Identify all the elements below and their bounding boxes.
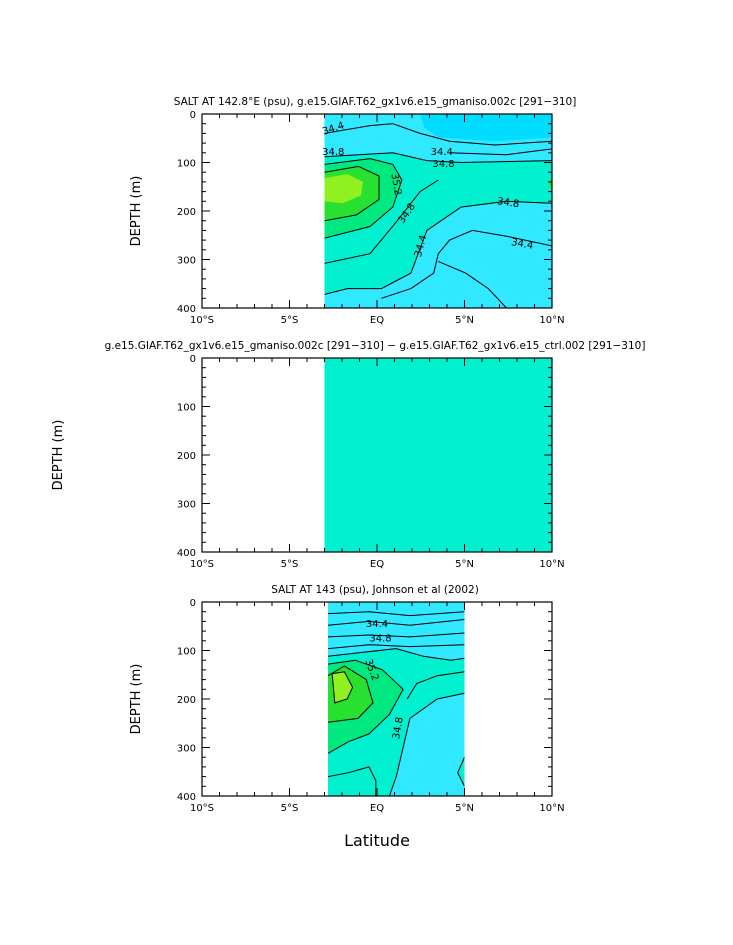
contour-label: 34.8: [322, 147, 344, 158]
panel-title: SALT AT 143 (psu), Johnson et al (2002): [271, 584, 479, 596]
contour-g: [328, 766, 377, 796]
contour-34-2: [438, 260, 507, 308]
contour-34-8-a: [324, 152, 552, 164]
x-tick-label: EQ: [370, 803, 384, 814]
x-tick-label: EQ: [370, 315, 384, 326]
contour-label: 35.2: [388, 172, 403, 196]
x-tick-label: 5°N: [455, 559, 474, 570]
contour-label: 34.8: [496, 196, 520, 210]
y-tick-label: 300: [177, 256, 196, 267]
contour-label: 34.8: [369, 633, 391, 644]
contour-b: [328, 619, 465, 626]
contour-h: [457, 756, 465, 787]
y-tick-label: 100: [177, 159, 196, 170]
x-tick-label: 10°S: [190, 559, 214, 570]
salinity-max-core: [324, 174, 364, 204]
contour-label: 34.8: [432, 159, 454, 170]
y-axis-label: DEPTH (m): [129, 176, 144, 247]
x-tick-label: 10°S: [190, 803, 214, 814]
contour-label: 34.8: [391, 716, 406, 740]
x-tick-label: 10°N: [539, 315, 564, 326]
y-axis-label: DEPTH (m): [51, 420, 66, 491]
y-tick-label: 200: [177, 451, 196, 462]
x-tick-label: 5°S: [281, 803, 299, 814]
salinity-field: [324, 358, 552, 552]
y-tick-label: 100: [177, 647, 196, 658]
contour-35-0: [324, 158, 403, 239]
salinity-field: [324, 114, 552, 308]
y-tick-label: 200: [177, 695, 196, 706]
panel-title: SALT AT 142.8°E (psu), g.e15.GIAF.T62_gx…: [174, 96, 577, 108]
contour-a: [328, 611, 465, 617]
contour-35-2: [324, 165, 380, 222]
y-tick-label: 400: [177, 548, 196, 559]
panel-3: 34.434.835.234.810°S 5°S EQ 5°N 10°N01002003…: [129, 584, 565, 850]
contour-label: 34.4: [431, 147, 453, 158]
contour-34-8-b: [324, 200, 552, 295]
contour-e: [328, 648, 465, 661]
fresh-surface-core: [420, 114, 552, 142]
y-tick-label: 400: [177, 304, 196, 315]
x-axis-label: Latitude: [344, 831, 410, 850]
x-tick-label: EQ: [370, 559, 384, 570]
contour-c: [328, 632, 465, 638]
panel-1: 34.434.434.834.835.234.8 34.834.4 34.410°S…: [129, 96, 576, 326]
y-axis-label: DEPTH (m): [129, 664, 144, 735]
east-edge-patch: [548, 176, 552, 192]
contour-34-4-b: [392, 123, 552, 146]
panel-title: g.e15.GIAF.T62_gx1v6.e15_gmaniso.002c [2…: [105, 340, 646, 352]
salinity-field: [328, 602, 465, 796]
contour-34-6-b: [324, 179, 439, 264]
y-tick-label: 300: [177, 744, 196, 755]
contour-34-6: [449, 148, 552, 156]
difference-field: [324, 358, 552, 552]
contour-34-4-a: [324, 123, 393, 134]
contour-34-4-c: [381, 229, 552, 299]
east-edge-patch: [457, 757, 465, 787]
contour-f: [406, 671, 465, 700]
y-tick-label: 0: [190, 354, 196, 365]
y-tick-label: 400: [177, 792, 196, 803]
y-tick-label: 300: [177, 500, 196, 511]
y-tick-label: 100: [177, 403, 196, 414]
y-tick-label: 200: [177, 207, 196, 218]
x-tick-label: 10°S: [190, 315, 214, 326]
contour-35-2: [328, 665, 374, 723]
contour-label: 34.4: [366, 619, 388, 630]
contour-35-0: [328, 659, 404, 754]
x-tick-label: 5°N: [455, 315, 474, 326]
contour-d: [328, 644, 465, 650]
contour-label: 34.4: [510, 237, 534, 252]
salinity-max-core: [332, 671, 353, 703]
y-tick-label: 0: [190, 598, 196, 609]
y-tick-label: 0: [190, 110, 196, 121]
x-tick-label: 10°N: [539, 559, 564, 570]
contour-34-8: [388, 692, 465, 796]
contour-35-4: [331, 671, 354, 704]
x-tick-label: 5°S: [281, 315, 299, 326]
x-tick-label: 10°N: [539, 803, 564, 814]
x-tick-label: 5°S: [281, 559, 299, 570]
x-tick-label: 5°N: [455, 803, 474, 814]
panel-2: 10°S 5°S EQ 5°N 10°N 0 100 200 300 400 g.e15.GIAF.…: [51, 340, 645, 570]
